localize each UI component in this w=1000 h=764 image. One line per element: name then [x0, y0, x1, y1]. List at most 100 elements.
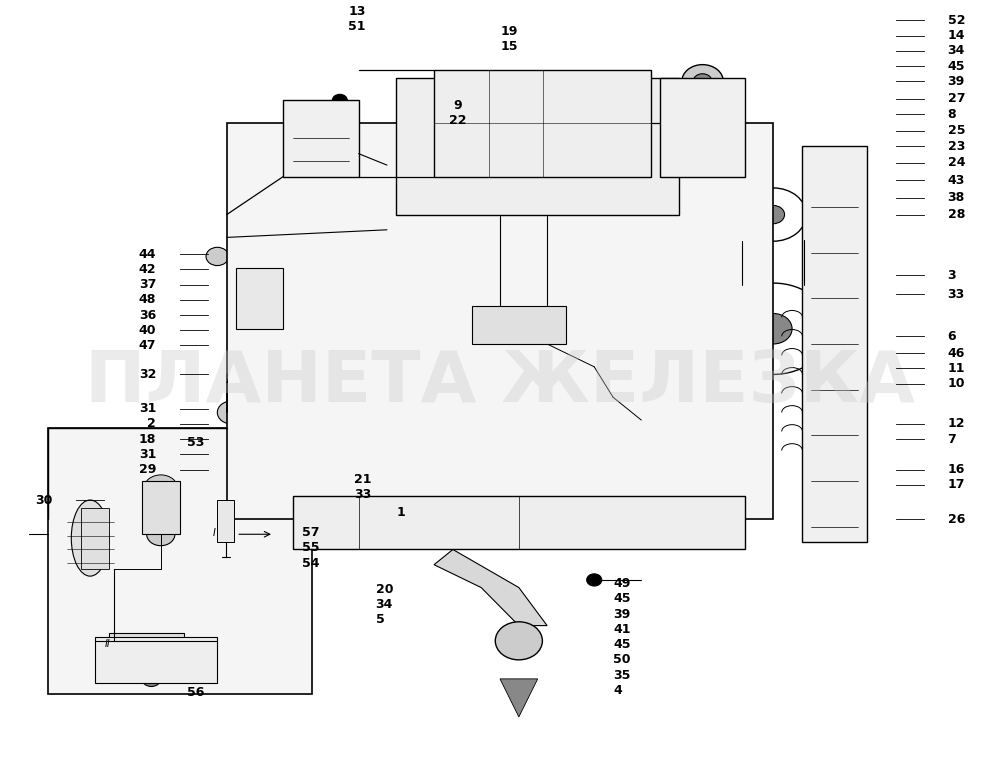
Text: 30: 30 — [35, 494, 52, 507]
Bar — [48, 428, 312, 694]
Text: 26: 26 — [948, 513, 965, 526]
Text: 3: 3 — [948, 269, 956, 282]
Text: 50: 50 — [613, 653, 631, 666]
Text: I: I — [213, 528, 215, 538]
Text: 28: 28 — [948, 208, 965, 221]
Bar — [236, 268, 283, 329]
Circle shape — [142, 672, 161, 687]
Circle shape — [754, 313, 792, 344]
Text: 13: 13 — [348, 5, 365, 18]
Circle shape — [693, 74, 712, 89]
Text: 34: 34 — [376, 597, 393, 610]
Text: 31: 31 — [139, 402, 156, 415]
Text: 14: 14 — [948, 29, 965, 42]
Circle shape — [486, 272, 514, 294]
Text: 21: 21 — [354, 473, 371, 486]
Circle shape — [608, 74, 655, 112]
Text: 45: 45 — [613, 592, 631, 605]
Text: 45: 45 — [948, 60, 965, 73]
Text: 47: 47 — [139, 339, 156, 352]
Circle shape — [762, 206, 785, 224]
Text: 56: 56 — [187, 686, 205, 699]
Text: 43: 43 — [948, 174, 965, 187]
Circle shape — [217, 401, 246, 424]
Text: 49: 49 — [613, 578, 630, 591]
Circle shape — [505, 82, 533, 104]
Circle shape — [533, 272, 561, 294]
Circle shape — [109, 645, 137, 668]
Text: 46: 46 — [948, 347, 965, 360]
Text: 57: 57 — [302, 526, 320, 539]
Bar — [434, 70, 651, 176]
Text: 55: 55 — [302, 542, 320, 555]
Bar — [293, 496, 745, 549]
Bar — [283, 100, 359, 176]
Text: 37: 37 — [139, 278, 156, 291]
Text: 48: 48 — [139, 293, 156, 306]
Text: 15: 15 — [501, 40, 518, 53]
Text: 52: 52 — [948, 14, 965, 27]
Text: 12: 12 — [948, 417, 965, 430]
Text: 5: 5 — [376, 613, 384, 626]
Text: 19: 19 — [501, 25, 518, 38]
Text: 53: 53 — [187, 436, 205, 449]
Text: 17: 17 — [948, 478, 965, 491]
Text: 1: 1 — [396, 507, 405, 520]
Text: 34: 34 — [948, 44, 965, 57]
Text: 41: 41 — [613, 623, 631, 636]
Circle shape — [332, 94, 347, 106]
Bar — [142, 481, 180, 534]
Text: 51: 51 — [348, 21, 366, 34]
Text: 2: 2 — [147, 417, 156, 430]
Polygon shape — [434, 549, 547, 626]
Circle shape — [206, 248, 229, 266]
Text: 40: 40 — [139, 324, 156, 337]
Text: 45: 45 — [613, 638, 631, 651]
Text: 18: 18 — [139, 432, 156, 445]
Text: 25: 25 — [948, 125, 965, 138]
Text: 36: 36 — [139, 309, 156, 322]
Circle shape — [233, 251, 248, 263]
Text: 22: 22 — [449, 114, 466, 127]
Bar — [660, 78, 745, 176]
Text: 39: 39 — [948, 75, 965, 88]
Text: 32: 32 — [139, 368, 156, 381]
Ellipse shape — [71, 500, 109, 576]
Text: 9: 9 — [453, 99, 462, 112]
Text: 35: 35 — [613, 668, 630, 681]
Text: 8: 8 — [948, 108, 956, 121]
Bar — [472, 306, 566, 344]
Text: 54: 54 — [302, 557, 320, 570]
Text: 6: 6 — [948, 330, 956, 343]
Text: 23: 23 — [948, 140, 965, 153]
Circle shape — [682, 65, 723, 98]
Bar — [109, 633, 184, 675]
Text: 4: 4 — [613, 684, 622, 697]
Text: 29: 29 — [139, 463, 156, 476]
Bar — [396, 78, 679, 215]
Circle shape — [147, 523, 175, 545]
Text: 39: 39 — [613, 607, 630, 620]
Text: 24: 24 — [948, 157, 965, 170]
Circle shape — [144, 475, 178, 502]
Text: 20: 20 — [376, 583, 393, 596]
Text: 33: 33 — [354, 488, 371, 501]
Bar — [217, 500, 234, 542]
Circle shape — [587, 574, 602, 586]
Bar — [95, 637, 217, 683]
Text: 27: 27 — [948, 92, 965, 105]
Circle shape — [495, 622, 542, 660]
Text: 44: 44 — [139, 248, 156, 261]
Text: 31: 31 — [139, 448, 156, 461]
Text: 10: 10 — [948, 377, 965, 390]
Text: 11: 11 — [948, 362, 965, 375]
Circle shape — [621, 83, 643, 102]
Text: 16: 16 — [948, 463, 965, 476]
Bar — [81, 507, 109, 568]
Text: 33: 33 — [948, 288, 965, 301]
Text: 42: 42 — [139, 263, 156, 276]
Text: II: II — [104, 639, 110, 649]
Text: 38: 38 — [948, 191, 965, 204]
Bar — [227, 123, 773, 519]
Text: ПЛАНЕТА ЖЕЛЕЗКА: ПЛАНЕТА ЖЕЛЕЗКА — [85, 348, 915, 416]
